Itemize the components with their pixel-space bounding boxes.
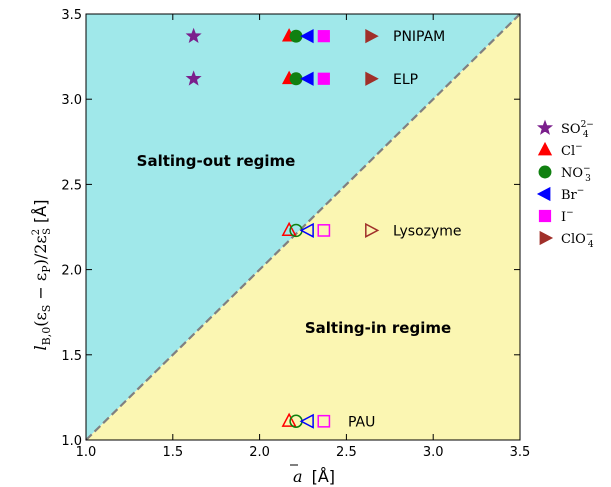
marker-lysozyme-clo4 <box>365 222 380 238</box>
x-tick-label: 1.5 <box>162 445 183 460</box>
protein-label-pnipam: PNIPAM <box>393 29 445 45</box>
x-tick-label: 2.0 <box>249 445 270 460</box>
y-tick-label: 2.5 <box>61 178 82 193</box>
y-label-l: l <box>31 345 50 350</box>
x-axis-label: a [Å] <box>293 467 335 486</box>
protein-label-pau: PAU <box>348 414 375 430</box>
y-label-s2-sup: 2 <box>31 229 42 235</box>
y-tick-label: 3.5 <box>61 8 82 23</box>
protein-label-lysozyme: Lysozyme <box>393 223 462 239</box>
region-labels: Salting-out regime Salting-in regime <box>137 152 451 337</box>
y-label-s1: S <box>40 305 53 313</box>
region-label-salting-out: Salting-out regime <box>137 152 296 170</box>
x-axis-label-main: a <box>293 467 303 486</box>
legend-label-cl: Cl− <box>561 142 583 159</box>
x-tick-label: 1.0 <box>76 445 97 460</box>
legend-marker-clo4 <box>539 230 554 246</box>
y-label-l-sub: B,0 <box>40 327 53 346</box>
x-axis-label-unit: [Å] <box>312 467 335 486</box>
legend-marker-i <box>538 209 552 223</box>
y-label-unit: [Å] <box>31 200 50 229</box>
marker-lysozyme-br <box>299 222 314 238</box>
x-tick-label: 2.5 <box>336 445 357 460</box>
marker-lysozyme-i <box>317 224 331 237</box>
markers-layer <box>185 27 380 429</box>
marker-pau-cl <box>281 412 297 427</box>
legend-marker-br <box>536 186 551 202</box>
x-tick-label: 3.5 <box>510 445 531 460</box>
y-label-s2-sub: S <box>42 228 53 235</box>
marker-pnipam-clo4 <box>365 29 379 44</box>
y-label-mid: (ε <box>31 312 50 327</box>
marker-elp-so4 <box>185 70 202 86</box>
y-label-p: P <box>40 265 53 273</box>
protein-labels: PNIPAM ELP Lysozyme PAU <box>348 29 462 430</box>
legend-marker-no3 <box>538 165 552 179</box>
marker-pnipam-so4 <box>185 27 202 43</box>
marker-pau-i <box>317 414 331 428</box>
marker-elp-clo4 <box>365 71 379 86</box>
x-tick-label: 3.0 <box>423 445 444 460</box>
marker-elp-i <box>317 72 330 85</box>
y-tick-label: 1.0 <box>61 434 82 449</box>
diagonal-line <box>85 13 521 441</box>
marker-elp-br <box>300 71 314 86</box>
region-label-salting-in: Salting-in regime <box>305 319 451 337</box>
protein-label-elp: ELP <box>393 72 418 88</box>
y-tick-label: 3.0 <box>61 93 82 108</box>
legend: SO2− 4 Cl− NO− 3 Br− I− ClO− 4 <box>536 119 594 250</box>
y-tick-label: 1.5 <box>61 349 82 364</box>
y-label-over: )/2ε <box>31 235 50 265</box>
legend-marker-so4 <box>536 119 554 135</box>
y-label-minus: − ε <box>31 273 50 305</box>
axis-ticks: 1.0 1.5 2.0 2.5 3.0 3.5 1.0 1.5 2.0 2.5 3.0 3.5 <box>61 8 530 460</box>
legend-label-clo4: ClO− 4 <box>561 230 594 250</box>
marker-lysozyme-cl <box>281 221 297 237</box>
legend-label-no3: NO− 3 <box>561 164 591 184</box>
plot-frame <box>85 13 521 441</box>
legend-marker-cl <box>537 141 553 156</box>
marker-pnipam-i <box>317 30 330 43</box>
y-axis-label: lB,0(εS − εP)/2ε2S [Å] <box>31 200 53 351</box>
legend-label-so4: SO2− 4 <box>561 120 594 140</box>
marker-pau-br <box>299 413 314 429</box>
marker-pnipam-br <box>300 29 314 44</box>
y-tick-label: 2.0 <box>61 264 82 279</box>
legend-label-br: Br− <box>561 186 584 203</box>
legend-label-i: I− <box>561 208 574 225</box>
